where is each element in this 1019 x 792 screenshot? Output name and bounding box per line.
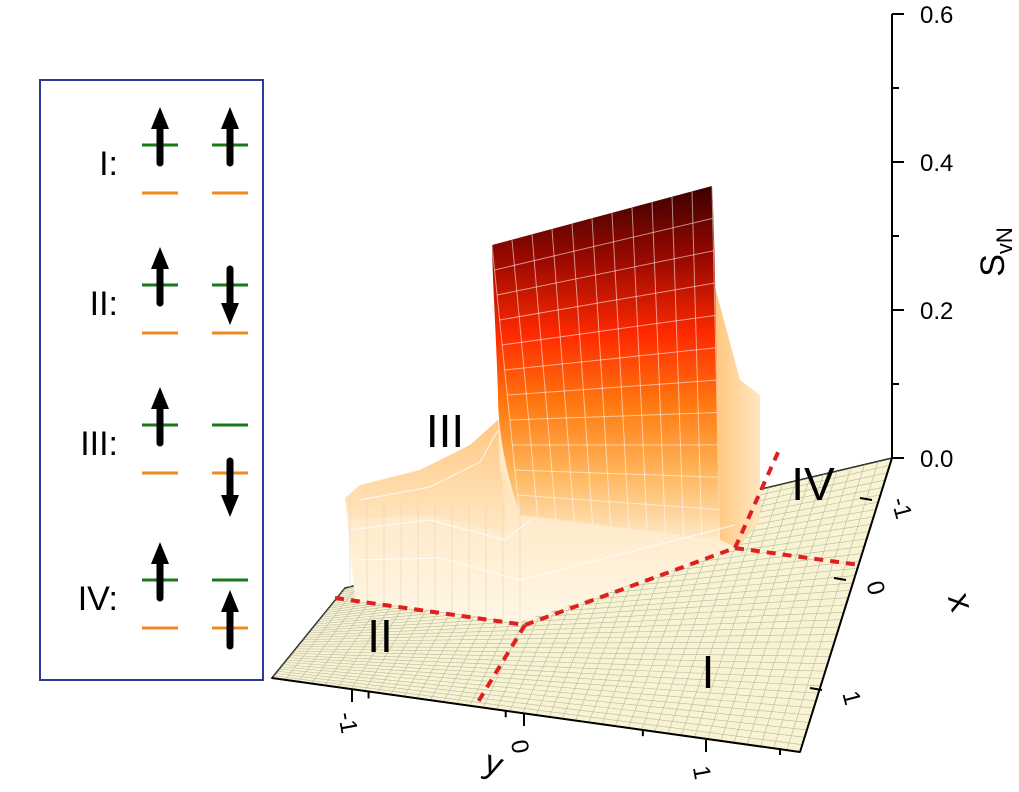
contour-line <box>349 519 531 541</box>
spin-down-arrow-head <box>221 495 239 517</box>
grid-line <box>746 470 838 745</box>
boundary-line <box>733 447 782 549</box>
x-tick-label: 0 <box>860 578 890 598</box>
grid-line <box>733 474 824 743</box>
mesh-line <box>631 207 648 535</box>
grid-line <box>310 597 849 632</box>
mesh-line <box>511 239 539 523</box>
y-axis-line <box>271 677 801 753</box>
mesh-line <box>517 494 720 511</box>
mesh-line <box>551 228 576 527</box>
mesh-line <box>591 218 612 531</box>
mesh-line <box>492 244 521 521</box>
legend-row: IV: <box>78 542 248 650</box>
z-tick-label: 0.6 <box>920 2 953 29</box>
x-tick-label: -1 <box>885 494 917 522</box>
surface-ridge <box>705 250 760 548</box>
x-tick <box>809 687 823 691</box>
x-tick <box>833 577 847 581</box>
legend-row: II: <box>90 247 248 335</box>
legend-row: III: <box>80 387 248 517</box>
y-tick-label: 0 <box>505 738 534 756</box>
region-label-ii: II <box>367 610 393 662</box>
x-axis-title: x <box>940 589 981 615</box>
boundary-line <box>734 546 861 567</box>
y-tick-label: 1 <box>687 764 716 782</box>
y-axis-title: y <box>479 743 508 785</box>
z-axis-title: SvN <box>974 227 1017 277</box>
legend-row-label: III: <box>80 425 118 463</box>
grid-line <box>313 582 853 627</box>
mesh-line <box>504 347 716 371</box>
mesh-line <box>499 282 715 321</box>
legend-row-label: II: <box>90 285 118 323</box>
grid-line <box>760 467 852 747</box>
spin-up-arrow-head <box>151 542 169 564</box>
x-axis-line <box>799 457 893 753</box>
legend-panel: I: II: III: IV: <box>39 79 264 681</box>
grid-line <box>786 461 879 751</box>
mesh-line <box>509 412 718 421</box>
mesh-line <box>496 250 714 296</box>
grid-line <box>694 483 783 738</box>
legend-border <box>39 79 264 681</box>
skirt-mesh <box>349 500 521 623</box>
spin-up-arrow-head <box>221 107 239 129</box>
legend-rows: I: II: III: IV: <box>78 107 248 650</box>
mesh-line <box>531 234 557 525</box>
x-tick <box>859 497 873 501</box>
boundary-line <box>524 546 736 627</box>
z-axis-subscript: vN <box>992 227 1017 254</box>
surface-plot <box>345 186 760 623</box>
legend-row: I: <box>99 107 248 195</box>
mesh-line <box>514 469 719 478</box>
y-tick-label: -1 <box>332 710 362 736</box>
grid-line <box>720 477 811 741</box>
spin-down-arrow-head <box>221 303 239 325</box>
grid-line <box>680 487 770 736</box>
mesh-line <box>494 217 713 271</box>
z-tick-label: 0.4 <box>920 150 953 177</box>
contour-line <box>359 429 499 501</box>
spin-up-arrow-head <box>151 387 169 409</box>
terrace-contours <box>349 429 736 581</box>
mesh-line <box>502 314 715 346</box>
spin-up-arrow-head <box>151 247 169 269</box>
surface-terrace <box>345 420 520 535</box>
surface-front <box>350 460 738 622</box>
mesh-line <box>711 186 720 540</box>
phase-boundaries <box>334 447 861 704</box>
spin-up-arrow-head <box>151 107 169 129</box>
grid-line <box>308 604 847 634</box>
mesh-line <box>671 196 685 539</box>
wall-mesh <box>492 186 720 540</box>
mesh-line <box>571 223 594 529</box>
x-tick-label: 1 <box>836 688 866 708</box>
mesh-line <box>611 212 630 533</box>
axes: 0.0 0.2 0.4 0.6 SvN -1 0 1 x -1 0 1 y <box>271 2 1017 785</box>
region-label-iii: III <box>426 405 464 457</box>
grid-line <box>312 590 851 629</box>
contour-line <box>354 524 736 581</box>
region-label-i: I <box>702 646 715 698</box>
mesh-line <box>507 379 717 396</box>
grid-line <box>315 575 856 625</box>
legend-row-label: I: <box>99 145 118 183</box>
z-tick-label: 0.2 <box>920 298 953 325</box>
surface-wall <box>492 186 720 540</box>
legend-row-label: IV: <box>78 580 118 618</box>
mesh-line <box>651 202 666 537</box>
grid-line <box>773 464 865 749</box>
grid-line <box>707 480 797 740</box>
z-tick-label: 0.0 <box>920 446 953 473</box>
mesh-line <box>691 191 703 540</box>
spin-up-arrow-head <box>221 590 239 612</box>
region-label-iv: IV <box>791 458 835 510</box>
